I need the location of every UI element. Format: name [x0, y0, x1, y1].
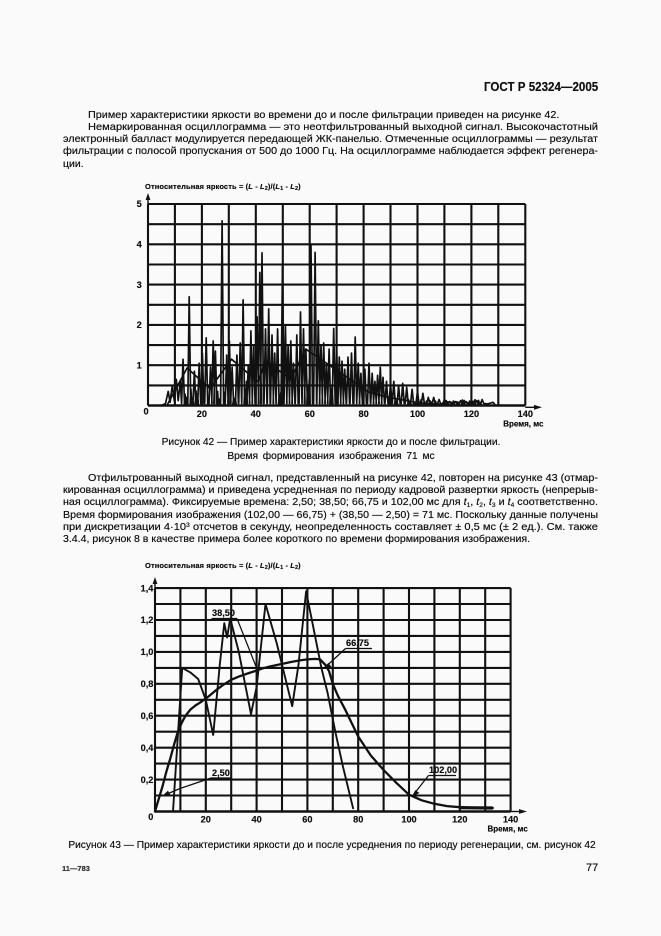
svg-text:0: 0 — [143, 407, 148, 417]
svg-text:0,6: 0,6 — [141, 711, 154, 721]
svg-text:102,00: 102,00 — [429, 765, 457, 775]
svg-text:5: 5 — [137, 199, 142, 209]
svg-text:0,2: 0,2 — [141, 775, 154, 785]
svg-text:20: 20 — [197, 409, 207, 419]
svg-text:140: 140 — [503, 815, 518, 825]
svg-text:4: 4 — [137, 240, 143, 250]
svg-text:100: 100 — [401, 815, 416, 825]
svg-text:40: 40 — [251, 409, 261, 419]
svg-text:140: 140 — [518, 409, 533, 419]
svg-text:2: 2 — [137, 320, 142, 330]
svg-text:120: 120 — [464, 409, 479, 419]
svg-text:Время, мс: Время, мс — [487, 824, 528, 833]
svg-text:100: 100 — [410, 409, 425, 419]
svg-text:80: 80 — [358, 409, 368, 419]
svg-text:2,50: 2,50 — [212, 768, 230, 778]
svg-text:1,0: 1,0 — [141, 647, 154, 657]
svg-text:38,50: 38,50 — [212, 608, 235, 618]
svg-text:1,4: 1,4 — [141, 583, 155, 593]
svg-text:120: 120 — [452, 815, 467, 825]
svg-text:60: 60 — [305, 409, 315, 419]
svg-text:3: 3 — [137, 280, 142, 290]
svg-text:66,75: 66,75 — [346, 638, 369, 648]
svg-text:80: 80 — [353, 815, 363, 825]
svg-text:40: 40 — [251, 815, 261, 825]
svg-text:Время, мс: Время, мс — [503, 419, 544, 428]
svg-text:1: 1 — [137, 360, 142, 370]
svg-text:0,4: 0,4 — [141, 743, 155, 753]
svg-text:1,2: 1,2 — [141, 615, 154, 625]
svg-text:20: 20 — [201, 815, 211, 825]
svg-text:60: 60 — [302, 815, 312, 825]
svg-text:0: 0 — [148, 812, 153, 822]
svg-text:0,8: 0,8 — [141, 679, 154, 689]
